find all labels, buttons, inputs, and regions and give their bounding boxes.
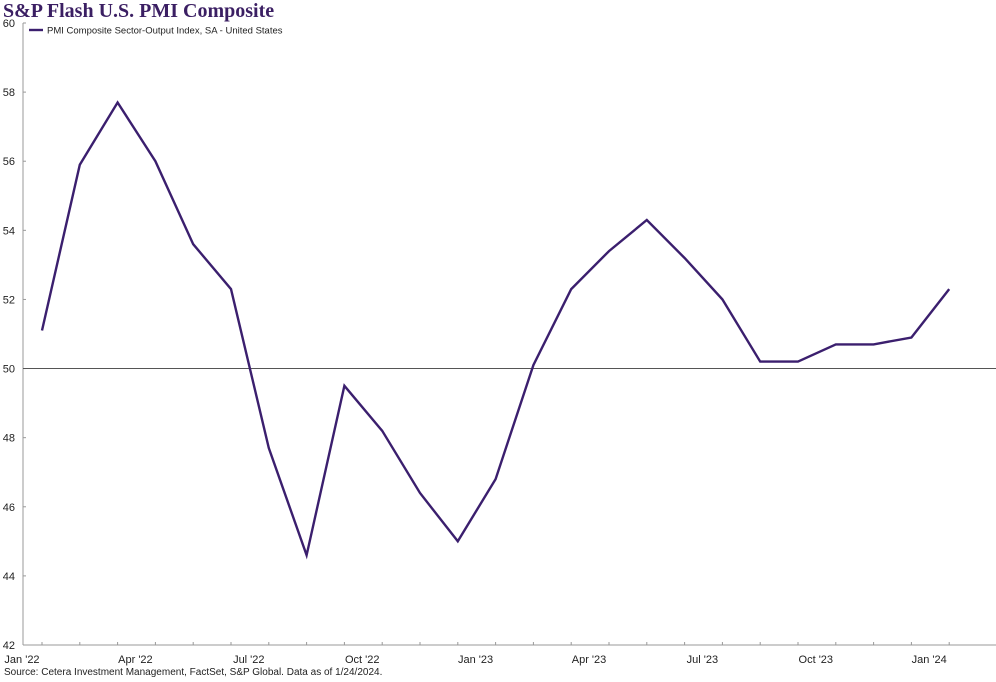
y-tick-label: 42 — [3, 640, 15, 652]
x-tick-label: Apr '23 — [572, 654, 607, 666]
legend-label: PMI Composite Sector-Output Index, SA - … — [47, 26, 283, 37]
legend: PMI Composite Sector-Output Index, SA - … — [29, 26, 283, 37]
plot-frame — [22, 23, 996, 646]
chart-title: S&P Flash U.S. PMI Composite — [3, 0, 275, 22]
y-tick-label: 58 — [3, 87, 15, 99]
x-tick-label: Jan '24 — [912, 654, 947, 666]
x-axis: Jan '22 Apr '22 Jul '22 Oct '22 Jan '23 Apr '… — [4, 642, 950, 666]
y-tick-label: 46 — [3, 502, 15, 514]
y-tick-label: 44 — [3, 571, 15, 583]
x-tick-label: Jan '23 — [458, 654, 493, 666]
x-tick-label: Oct '22 — [345, 654, 380, 666]
series-line — [40, 100, 951, 560]
y-tick-label: 48 — [3, 433, 15, 445]
x-tick-label: Oct '23 — [799, 654, 834, 666]
y-tick-label: 56 — [3, 156, 15, 168]
x-tick-label: Jul '23 — [687, 654, 718, 666]
x-tick-label: Jan '22 — [4, 654, 39, 666]
y-axis: 42 44 46 48 50 52 54 56 58 60 — [3, 18, 26, 652]
series-layer — [40, 100, 951, 560]
x-tick-label: Jul '22 — [233, 654, 264, 666]
y-tick-label: 52 — [3, 294, 15, 306]
y-tick-label: 54 — [3, 225, 15, 237]
y-tick-label: 50 — [3, 364, 15, 376]
source-note: Source: Cetera Investment Management, Fa… — [4, 667, 383, 678]
x-tick-label: Apr '22 — [118, 654, 153, 666]
y-tick-label: 60 — [3, 18, 15, 30]
